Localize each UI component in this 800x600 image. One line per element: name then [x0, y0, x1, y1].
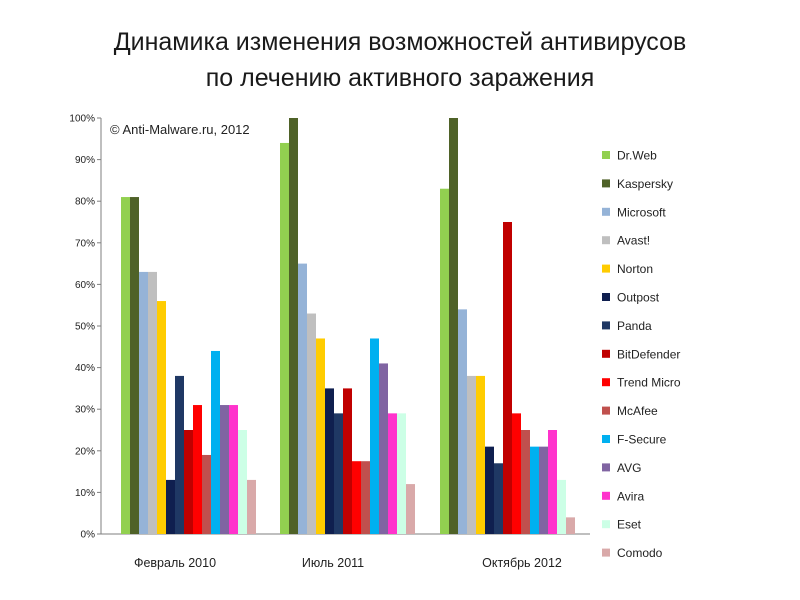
legend-label: Microsoft: [617, 205, 666, 219]
legend-swatch: [602, 293, 610, 301]
bar-comodo: [566, 517, 575, 534]
bar-microsoft: [139, 271, 148, 534]
bar-f-secure: [211, 350, 220, 534]
legend-swatch: [602, 207, 610, 216]
bar-kaspersky: [130, 197, 139, 535]
bar-avast-: [307, 313, 316, 534]
bar-norton: [476, 375, 485, 534]
bar-panda: [175, 375, 184, 534]
bar-f-secure: [370, 338, 379, 534]
legend-swatch: [602, 321, 610, 330]
category-labels: Февраль 2010 Июль 2011 Октябрь 2012: [134, 556, 562, 570]
bar-dr-web: [440, 188, 449, 534]
bar-bitdefender: [503, 222, 512, 534]
legend-swatch: [602, 548, 610, 557]
legend-label: Kaspersky: [617, 177, 673, 191]
y-tick-labels: 0% 10% 20% 30% 40% 50% 60% 70% 80% 90% 100%: [69, 114, 101, 541]
legend-swatch: [602, 378, 610, 387]
bars: [121, 118, 575, 535]
legend-swatch: [602, 463, 610, 472]
legend-label: Avast!: [617, 234, 650, 248]
y-tick-label: 70%: [75, 238, 95, 249]
bar-norton: [316, 338, 325, 534]
bar-avast-: [148, 271, 157, 534]
legend-label: BitDefender: [617, 347, 680, 361]
bar-outpost: [485, 446, 494, 534]
bar-panda: [334, 413, 343, 534]
bar-trend-micro: [512, 413, 521, 534]
bar-eset: [557, 479, 566, 534]
y-tick-label: 0%: [81, 530, 96, 541]
legend-swatch: [602, 520, 610, 529]
bar-avira: [548, 430, 557, 534]
bar-f-secure: [530, 446, 539, 534]
y-tick-label: 30%: [75, 405, 95, 416]
bar-avg: [379, 363, 388, 534]
legend-swatch: [602, 236, 610, 245]
legend-swatch: [602, 179, 610, 188]
legend-swatch: [602, 264, 610, 273]
bar-outpost: [325, 388, 334, 534]
bar-comodo: [406, 484, 415, 534]
legend-swatch: [602, 491, 610, 500]
legend-label: Eset: [617, 518, 642, 532]
bar-kaspersky: [289, 118, 298, 534]
watermark: © Anti-Malware.ru, 2012: [110, 122, 250, 137]
bar-kaspersky: [449, 118, 458, 534]
y-tick-label: 80%: [75, 197, 95, 208]
legend-label: Dr.Web: [617, 149, 657, 163]
legend-swatch: [602, 435, 610, 443]
bar-avira: [388, 413, 397, 534]
bar-eset: [238, 430, 247, 534]
y-tick-label: 40%: [75, 363, 95, 374]
legend-label: Comodo: [617, 546, 663, 560]
legend: Dr.Web Kaspersky Microsoft Avast! Norton Outp…: [602, 149, 681, 560]
bar-trend-micro: [193, 405, 202, 534]
bar-dr-web: [280, 142, 289, 534]
bar-norton: [157, 301, 166, 534]
bar-mcafee: [361, 461, 370, 534]
bar-microsoft: [298, 263, 307, 534]
x-category-label: Июль 2011: [302, 556, 364, 570]
x-category-label: Октябрь 2012: [482, 556, 562, 570]
legend-label: AVG: [617, 461, 641, 475]
bar-trend-micro: [352, 461, 361, 534]
bar-microsoft: [458, 309, 467, 534]
legend-label: F-Secure: [617, 433, 667, 447]
legend-label: Outpost: [617, 291, 660, 305]
chart-title-line2: по лечению активного заражения: [205, 64, 595, 92]
bar-bitdefender: [343, 388, 352, 534]
y-tick-label: 90%: [75, 155, 95, 166]
bar-eset: [397, 413, 406, 534]
bar-avast-: [467, 375, 476, 534]
legend-swatch: [602, 151, 610, 159]
bar-mcafee: [521, 430, 530, 534]
legend-swatch: [602, 349, 610, 358]
y-tick-label: 10%: [75, 488, 95, 499]
y-tick-label: 100%: [69, 114, 95, 125]
chart-title: Динамика изменения возможностей антивиру…: [0, 24, 800, 96]
bar-outpost: [166, 479, 175, 534]
legend-swatch: [602, 406, 610, 415]
bar-dr-web: [121, 197, 130, 535]
legend-label: McAfee: [617, 404, 658, 418]
x-category-label: Февраль 2010: [134, 556, 216, 570]
bar-avg: [539, 446, 548, 534]
legend-label: Panda: [617, 319, 652, 333]
y-tick-label: 50%: [75, 322, 95, 333]
bar-panda: [494, 463, 503, 534]
y-tick-label: 20%: [75, 446, 95, 457]
y-tick-label: 60%: [75, 280, 95, 291]
legend-label: Trend Micro: [617, 376, 681, 390]
legend-label: Avira: [617, 489, 644, 503]
chart-title-line1: Динамика изменения возможностей антивиру…: [113, 28, 687, 56]
bar-mcafee: [202, 454, 211, 534]
bar-bitdefender: [184, 430, 193, 534]
legend-label: Norton: [617, 262, 653, 276]
bar-avira: [229, 405, 238, 534]
bar-comodo: [247, 479, 256, 534]
bar-avg: [220, 405, 229, 534]
